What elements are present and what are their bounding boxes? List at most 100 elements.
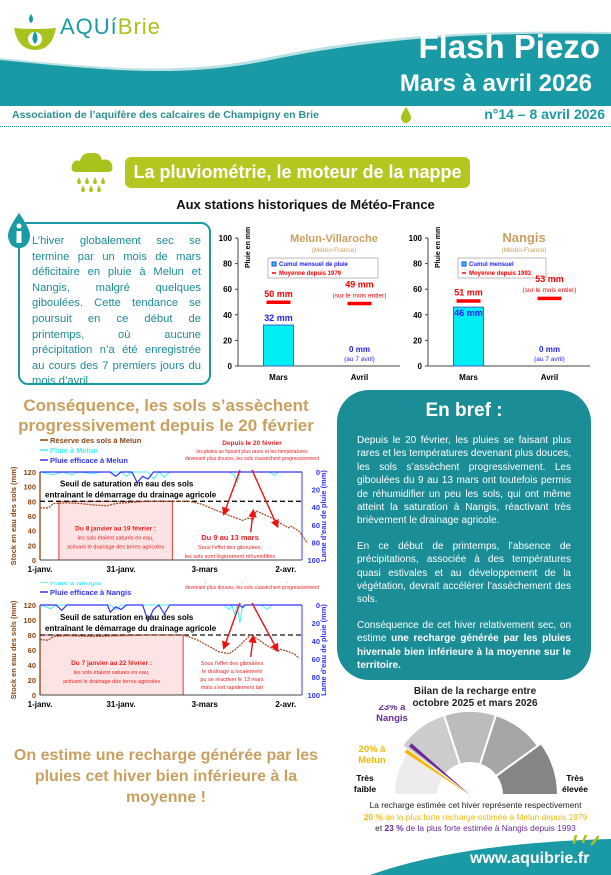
y2-axis-label: Lame d'eau de pluie (mm) (319, 470, 328, 562)
y-tick-label: 40 (413, 311, 422, 320)
y-axis-label: Stock en eau des sols (mm) (9, 600, 18, 699)
legend-label: Pluie efficace à Nangis (50, 588, 131, 597)
value-label: 0 mm (349, 345, 370, 354)
average-mark (266, 300, 291, 304)
gauge-note-line: La recharge estimée cet hiver représente… (369, 800, 582, 810)
saturation-period-box (39, 634, 184, 696)
saturation-text: les sols étaient saturés en eau, (74, 670, 150, 676)
annotation-showers: le drainage a localement (202, 669, 262, 675)
annotation-arrow (251, 602, 279, 652)
section-subtitle: Aux stations historiques de Météo-France (176, 197, 435, 212)
annotation-dry: Les pluies se faisant plus rares et les … (196, 582, 309, 584)
y2-tick-label: 0 (316, 601, 320, 610)
y-tick-label: 40 (223, 311, 232, 320)
value-label: 0 mm (539, 345, 560, 354)
gauge-marker-label: Nangis (376, 713, 408, 724)
legend-label: Moyenne depuis 1993 (469, 271, 532, 277)
soil-chart-melun: Du 8 janvier au 19 février : les sols éta… (9, 438, 328, 574)
website-link[interactable]: www.aquibrie.fr (470, 850, 590, 867)
conclusion-text: On estime une recharge générée par les p… (13, 747, 319, 806)
y-axis-label: Pluie en mm (435, 227, 442, 268)
y-axis-label: Pluie en mm (245, 227, 252, 268)
annotation-dry: les pluies se faisant plus rares et les … (196, 449, 308, 455)
bar-chart-melun: 0 20 40 60 80 100 Pluie en mm Melun-Villaroche (… (219, 227, 400, 382)
legend-box (457, 257, 547, 279)
y2-tick-label: 80 (312, 673, 320, 682)
annotation-arrow (251, 469, 279, 529)
nangis-percent: 23 % (384, 823, 404, 833)
average-note: (sur le mois entier) (523, 287, 577, 294)
y-tick-label: 80 (28, 631, 36, 640)
info-box: L’hiver globalement sec se termine par u… (18, 222, 211, 387)
threshold-label: Seuil de saturation en eau des sols (60, 480, 194, 489)
y-tick-label: 80 (28, 497, 36, 506)
y2-tick-label: 60 (312, 655, 320, 664)
gauge-title-line: octobre 2025 et mars 2026 (412, 698, 538, 709)
value-note: (au 7 avril) (534, 356, 565, 363)
value-label: 32 mm (264, 313, 293, 323)
saturation-text: activant le drainage des terres agricole… (63, 679, 160, 685)
y-tick-label: 0 (32, 691, 36, 700)
soil-reserve-line (39, 634, 300, 659)
effective-rain-line (40, 471, 302, 484)
y2-tick-label: 0 (316, 468, 320, 477)
legend-swatch-bar (461, 261, 467, 267)
threshold-label: entraînant le démarrage du drainage agri… (45, 491, 217, 500)
threshold-label: Seuil de saturation en eau des sols (60, 613, 194, 622)
association-name: Association de l’aquifère des calcaires … (12, 109, 319, 121)
footer-wave (370, 835, 611, 875)
y-tick-label: 40 (28, 661, 36, 670)
y-tick-label: 100 (219, 234, 233, 243)
y-tick-label: 80 (413, 260, 422, 269)
rain-cloud-icon (71, 152, 113, 192)
legend-label: Cumul mensuel (469, 262, 514, 268)
value-note: (au 7 avril) (344, 356, 375, 363)
legend-swatch-bar (271, 261, 277, 267)
average-mark (347, 301, 372, 306)
legend-label: Pluie à Nangis (50, 582, 101, 587)
saturation-period-box (58, 500, 173, 561)
gauge-marker-label: 20% à (359, 744, 387, 755)
station-source: (Météo-France) (502, 247, 547, 254)
average-mark (456, 299, 481, 303)
gauge-note: La recharge estimée cet hiver représente… (340, 800, 611, 835)
y-tick-label: 100 (23, 483, 36, 492)
y2-tick-label: 40 (312, 503, 320, 512)
annotation-arrow (248, 508, 257, 533)
y-tick-label: 60 (413, 285, 422, 294)
en-bref-box: En bref : Depuis le 20 février, les plui… (337, 390, 591, 680)
y-tick-label: 120 (23, 468, 36, 477)
annotation-dry: devenant plus douces, les sols s'assèche… (185, 456, 320, 462)
y2-tick-label: 60 (312, 521, 320, 530)
x-tick-label: 1-janv. (28, 700, 53, 709)
annotation-arrow (248, 634, 257, 658)
gauge-marker-label: Melun (358, 755, 386, 766)
average-note: (sur le mois entier) (333, 292, 387, 299)
y-tick-label: 20 (223, 336, 232, 345)
section-title: Conséquence, les sols s’assèchent progre… (18, 396, 314, 435)
x-category-label: Mars (459, 373, 478, 382)
soil-reserve-line (40, 500, 308, 544)
issue-number-date: n°14 – 8 avril 2026 (484, 106, 605, 122)
x-tick-label: 31-janv. (106, 565, 135, 574)
annotation-arrow (222, 602, 241, 650)
info-icon (7, 213, 31, 248)
threshold-label: entraînant le démarrage du drainage agri… (45, 624, 217, 633)
average-label: 50 mm (264, 289, 293, 299)
water-drop-icon (400, 107, 412, 123)
y-tick-label: 0 (32, 556, 36, 565)
saturation-text: Du 8 janvier au 19 février : (75, 526, 156, 533)
x-category-label: Avril (541, 373, 559, 382)
y-axis-label: Stock en eau des sols (mm) (9, 466, 18, 565)
gauge-note-and: et (375, 823, 385, 833)
melun-percent: 20 % (363, 811, 383, 822)
y2-tick-label: 20 (312, 619, 320, 628)
y-tick-label: 60 (28, 512, 36, 521)
saturation-text: activant le drainage des terres agricole… (67, 545, 164, 551)
x-category-label: Mars (269, 373, 288, 382)
y-tick-label: 20 (28, 541, 36, 550)
legend-label: Réserve des sols à Melun (50, 438, 142, 445)
y-tick-label: 60 (223, 285, 232, 294)
annotation-showers: Sous l'effet des giboulées (201, 661, 264, 667)
